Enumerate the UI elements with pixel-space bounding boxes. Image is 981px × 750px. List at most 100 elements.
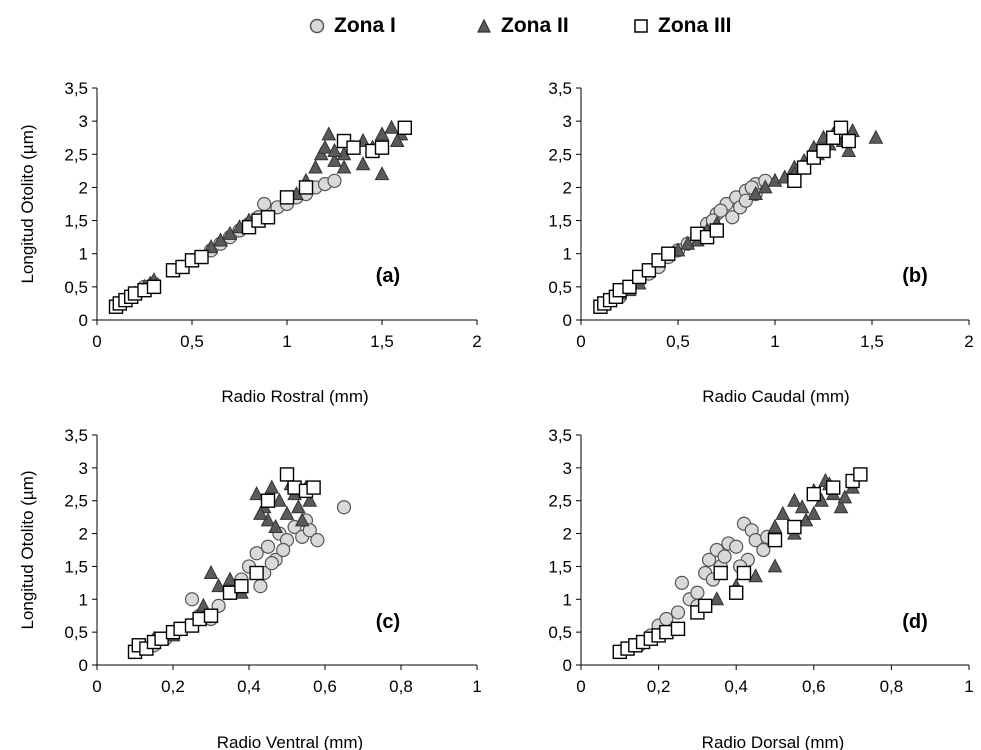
data-point [310,533,325,548]
x-tick-label: 1,5 [860,332,884,351]
legend-label-zona-2: Zona II [501,14,569,37]
y-tick-label: 0,5 [548,278,572,297]
y-tick-label: 2,5 [64,492,88,511]
data-point [756,542,771,558]
y-tick-label: 3,5 [64,79,88,98]
data-point [767,558,783,573]
x-tick-label: 0,4 [237,677,261,696]
y-tick-label: 1,5 [64,212,88,231]
data-point [713,203,728,218]
data-point [211,578,226,593]
y-tick-label: 2,5 [64,145,88,164]
data-point [837,489,853,504]
data-point [833,120,849,135]
x-tick-label: 1 [770,332,779,351]
data-point [346,140,361,155]
data-point [701,552,717,567]
panel-label: (d) [902,611,928,633]
y-axis-label: Longitud Otolito (µm) [18,470,37,629]
y-tick-label: 0,5 [548,623,572,642]
data-point [336,159,352,174]
data-point [725,210,740,225]
data-point [260,210,276,225]
y-tick-label: 0 [79,656,88,675]
x-tick-label: 0,8 [880,677,904,696]
data-point [697,598,713,614]
panel-label: (a) [376,265,400,287]
data-point [397,120,412,135]
series-zona-iii [127,467,321,660]
x-axis-label: Radio Ventral (mm) [217,733,363,750]
y-tick-label: 2 [563,178,572,197]
x-tick-label: 0 [576,332,585,351]
data-point [272,492,287,507]
data-point [709,223,724,238]
data-point [279,190,295,205]
y-tick-label: 0,5 [64,278,88,297]
data-point [308,159,323,174]
x-tick-label: 0 [576,677,585,696]
data-point [826,480,841,495]
x-tick-label: 0 [92,332,101,351]
legend-label-zona-3: Zona III [658,14,732,37]
data-point [249,565,264,581]
data-point [327,173,342,188]
circle-marker-icon [309,18,325,34]
x-tick-label: 0 [92,677,101,696]
x-tick-label: 0,5 [666,332,690,351]
y-tick-label: 1 [79,245,88,264]
series-zona-iii [612,467,868,660]
y-tick-label: 3 [563,459,572,478]
data-point [264,479,280,494]
data-point [302,492,318,507]
data-point [841,133,856,149]
data-point [374,166,390,181]
x-tick-label: 1 [282,332,291,351]
y-tick-label: 3,5 [64,426,88,445]
data-point [868,129,884,144]
data-point [787,173,802,189]
y-tick-label: 2 [79,178,88,197]
chart-panel-4: 0 0,5 1 1,5 2 2,5 3 3,5 0 0,2 0,4 0,6 0,8 1 Radio Dors… [548,426,973,750]
x-tick-label: 0,2 [647,677,671,696]
legend-label-zona-1: Zona I [334,14,396,37]
y-tick-label: 1 [79,590,88,609]
data-point [302,523,317,538]
y-tick-label: 3,5 [548,426,572,445]
data-point [816,143,831,159]
data-point [717,549,732,564]
y-tick-label: 0 [563,656,572,675]
data-point [670,605,686,620]
data-point [196,597,211,612]
x-tick-label: 0,4 [724,677,748,696]
data-point [268,518,283,533]
x-tick-label: 0,8 [389,677,413,696]
data-point [748,568,763,583]
x-tick-label: 1 [964,677,973,696]
y-tick-label: 3 [563,112,572,131]
data-point [738,193,754,208]
series-zona-iii [593,120,856,314]
data-point [260,539,276,554]
data-point [767,532,783,548]
y-tick-label: 3,5 [548,79,572,98]
data-point [279,505,295,520]
data-point [253,579,268,594]
y-tick-label: 1 [563,245,572,264]
data-point [787,519,802,535]
data-point [736,565,752,581]
data-point [203,608,219,623]
series-zona-ii [146,476,318,645]
data-point [321,126,337,141]
chart-panel-1: 0 0,5 1 1,5 2 2,5 3 3,5 0 0,5 1 1,5 2 Radio Rostral (… [18,79,482,406]
data-point [729,539,744,554]
data-point [264,556,279,571]
square-marker-icon [634,19,648,33]
data-point [294,512,310,527]
data-point [670,621,686,637]
y-tick-label: 2 [563,525,572,544]
data-point [317,139,333,154]
x-axis-label: Radio Rostral (mm) [221,387,368,406]
data-point [713,565,728,581]
data-point [146,279,162,295]
